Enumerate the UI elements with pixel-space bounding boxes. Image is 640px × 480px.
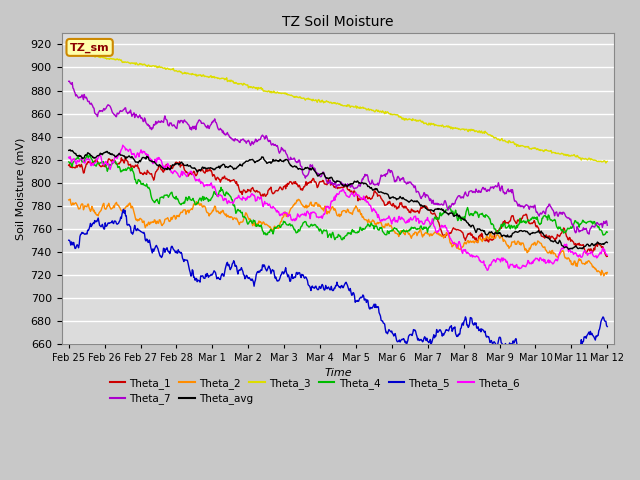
Theta_2 bbox=[275, 226, 282, 231]
Theta_1 bbox=[394, 204, 402, 210]
Theta_avg bbox=[228, 164, 236, 169]
Theta_avg bbox=[394, 196, 402, 202]
Theta_3 bbox=[253, 87, 261, 93]
Line: Theta_1: Theta_1 bbox=[68, 157, 607, 256]
Theta_6 bbox=[424, 217, 432, 223]
Theta_5 bbox=[424, 339, 432, 345]
Theta_avg bbox=[565, 246, 573, 252]
Theta_4 bbox=[275, 223, 282, 228]
Line: Theta_avg: Theta_avg bbox=[68, 150, 607, 249]
Theta_4 bbox=[83, 152, 91, 158]
Theta_4 bbox=[228, 197, 236, 203]
Line: Theta_3: Theta_3 bbox=[68, 52, 607, 163]
Theta_6 bbox=[129, 151, 136, 157]
Theta_avg bbox=[255, 157, 262, 163]
Theta_6 bbox=[119, 143, 127, 148]
Theta_6 bbox=[255, 194, 262, 200]
Theta_6 bbox=[275, 209, 282, 215]
Theta_2 bbox=[604, 270, 611, 276]
Theta_6 bbox=[483, 267, 491, 273]
Theta_7 bbox=[228, 135, 236, 141]
Text: TZ_sm: TZ_sm bbox=[70, 42, 109, 52]
Theta_6 bbox=[604, 252, 611, 258]
Theta_3 bbox=[394, 112, 401, 118]
Legend: Theta_7, Theta_avg: Theta_7, Theta_avg bbox=[106, 389, 257, 408]
Theta_7 bbox=[275, 148, 282, 154]
Theta_2 bbox=[424, 231, 432, 237]
Theta_3 bbox=[274, 90, 282, 96]
Title: TZ Soil Moisture: TZ Soil Moisture bbox=[282, 15, 394, 29]
Theta_2 bbox=[67, 196, 74, 202]
Theta_avg bbox=[604, 240, 611, 245]
Line: Theta_5: Theta_5 bbox=[68, 209, 607, 372]
Theta_3 bbox=[424, 121, 431, 127]
Theta_2 bbox=[228, 214, 236, 220]
Theta_7 bbox=[394, 173, 402, 179]
Theta_5 bbox=[604, 324, 611, 329]
Theta_4 bbox=[338, 237, 346, 242]
Theta_4 bbox=[255, 222, 262, 228]
Theta_1 bbox=[65, 163, 72, 168]
Theta_3 bbox=[602, 160, 610, 166]
Theta_3 bbox=[227, 77, 235, 83]
Theta_avg bbox=[129, 155, 136, 161]
Theta_avg bbox=[275, 158, 282, 164]
Theta_4 bbox=[129, 168, 136, 174]
Line: Theta_6: Theta_6 bbox=[68, 145, 607, 270]
Theta_5 bbox=[545, 369, 553, 374]
Line: Theta_7: Theta_7 bbox=[68, 81, 607, 234]
Theta_7 bbox=[585, 231, 593, 237]
Theta_2 bbox=[129, 204, 136, 210]
Theta_5 bbox=[129, 231, 136, 237]
Theta_4 bbox=[604, 229, 611, 235]
Theta_7 bbox=[424, 193, 432, 199]
Theta_4 bbox=[425, 224, 433, 230]
Theta_1 bbox=[122, 154, 129, 160]
Theta_2 bbox=[394, 231, 402, 237]
Theta_5 bbox=[275, 278, 282, 284]
Theta_5 bbox=[120, 206, 127, 212]
Theta_5 bbox=[228, 264, 236, 270]
Theta_6 bbox=[394, 218, 402, 224]
Theta_6 bbox=[228, 199, 236, 205]
Theta_avg bbox=[424, 207, 432, 213]
Theta_3 bbox=[65, 49, 72, 55]
X-axis label: Time: Time bbox=[324, 369, 352, 378]
Theta_1 bbox=[228, 178, 236, 183]
Y-axis label: Soil Moisture (mV): Soil Moisture (mV) bbox=[15, 137, 25, 240]
Theta_1 bbox=[275, 187, 282, 192]
Theta_4 bbox=[395, 228, 403, 234]
Theta_7 bbox=[255, 137, 262, 143]
Theta_5 bbox=[255, 270, 262, 276]
Line: Theta_2: Theta_2 bbox=[68, 199, 607, 276]
Theta_1 bbox=[424, 207, 432, 213]
Theta_avg bbox=[67, 147, 74, 153]
Theta_1 bbox=[604, 253, 611, 259]
Line: Theta_4: Theta_4 bbox=[68, 155, 607, 240]
Theta_1 bbox=[255, 189, 262, 195]
Theta_avg bbox=[65, 147, 72, 153]
Theta_5 bbox=[394, 339, 402, 345]
Theta_3 bbox=[604, 158, 611, 164]
Theta_7 bbox=[65, 78, 72, 84]
Theta_1 bbox=[603, 253, 611, 259]
Theta_6 bbox=[65, 155, 72, 160]
Theta_2 bbox=[65, 197, 72, 203]
Theta_7 bbox=[65, 78, 73, 84]
Theta_5 bbox=[65, 237, 72, 243]
Theta_3 bbox=[128, 60, 136, 66]
Theta_7 bbox=[129, 112, 136, 118]
Theta_4 bbox=[65, 159, 72, 165]
Theta_2 bbox=[600, 273, 607, 279]
Theta_1 bbox=[129, 163, 136, 169]
Theta_2 bbox=[255, 222, 262, 228]
Theta_7 bbox=[604, 222, 611, 228]
